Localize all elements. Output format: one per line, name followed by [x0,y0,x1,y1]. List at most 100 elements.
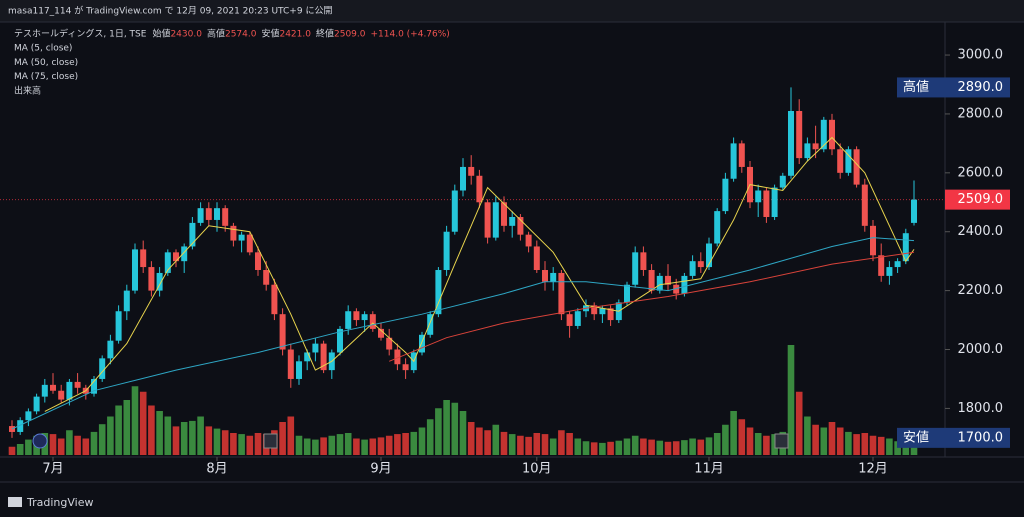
ohlc-label: 終値 [316,28,334,40]
candle-body [99,358,106,379]
volume-bar [623,438,631,455]
candle-body [296,361,302,379]
candle-body [181,246,188,262]
candle-body [656,275,663,291]
price-marker-box [897,427,1010,448]
volume-bar [877,436,885,455]
candle-body [714,211,721,244]
candle-body [419,334,425,353]
volume-bar [402,433,409,455]
volume-bar [722,424,729,455]
dividend-icon [32,433,48,449]
price-marker-tag: 高値 [903,79,929,95]
volume-bar [763,435,770,455]
candle-body [607,308,614,321]
candle-body [271,284,278,315]
ohlc-value: 2421.0 [279,30,311,40]
volume-bar [894,441,901,455]
volume-bar [98,424,106,455]
candle-body [501,202,507,226]
candle-body [263,270,270,285]
volume-bar [156,411,163,455]
y-tick-label: 3000.0 [958,48,1004,63]
candle-body [230,225,237,241]
candle-body [140,249,147,268]
candle-body [706,243,712,268]
candle-body [763,190,770,218]
candle-body [722,178,729,212]
candle-body [509,217,516,226]
volume-bar [172,426,180,455]
candle-body [238,234,245,241]
volume-bar [517,435,524,455]
candle-body [902,233,909,262]
volume-bar [730,411,737,455]
volume-bar [57,438,65,455]
candle-body [599,308,606,315]
moving-average [11,237,915,430]
volume-bar [599,442,606,455]
candle-body [870,225,876,256]
price-marker-label: 2890.0 [958,80,1004,95]
candle-body [861,184,868,226]
candle-body [566,314,573,326]
candle-body [820,119,827,150]
candle-body [378,328,384,338]
volume-bar [49,434,57,455]
candle-body [550,272,557,282]
candle-body [681,275,688,294]
volume-bar [631,435,639,455]
volume-bar [672,441,680,455]
candle-body [738,143,745,167]
candle-body [320,343,327,371]
moving-average [44,136,915,412]
brand-logo [8,497,22,507]
volume-bar [541,434,549,455]
candle-body [386,337,393,350]
ohlc-label: 高値 [207,28,225,40]
candle-body [837,149,844,173]
volume-bar [344,433,352,455]
volume-bar [205,426,213,455]
last-price-label: 2509.0 [958,192,1004,207]
volume-bar [385,435,393,455]
y-tick-label: 2000.0 [958,342,1004,357]
volume-bar [566,433,573,455]
volume-bar [836,427,844,455]
candle-body [460,166,466,191]
ohlc-value: 2509.0 [334,30,366,40]
candle-body [337,328,343,353]
volume-bar [886,438,893,455]
x-tick-label: 12月 [858,462,888,477]
candle-body [173,252,179,262]
candle-body [394,349,401,365]
volume-bar [25,439,32,455]
candle-body [443,231,450,271]
volume-bar [590,442,598,455]
candle-body [796,110,803,159]
volume-bar [115,405,122,455]
candle-body [214,208,220,220]
volume-bar [459,411,467,455]
volume-bar [230,433,237,455]
candle-body [853,149,860,185]
volume-bar [861,433,869,455]
candle-body [697,261,704,268]
volume-bar [16,444,24,455]
volume-bar [500,431,508,455]
volume-bar [558,430,565,455]
volume-bar [410,431,418,455]
volume-bar [681,440,688,455]
volume-bar [74,435,81,455]
candle-body [107,340,114,359]
candle-body [132,249,138,291]
brand: TradingView [26,496,93,509]
volume-bar [369,438,377,455]
legend: 始値 2430.0 高値 2574.0 安値 2421.0 終値 2509.0 +114.0 (… [14,28,450,83]
volume-bar [804,416,811,455]
ma-legend: MA (5, close) [14,44,72,54]
candle-body [115,311,122,341]
candle-body [533,246,540,271]
volume-bar [180,422,188,455]
candle-body [886,267,893,276]
